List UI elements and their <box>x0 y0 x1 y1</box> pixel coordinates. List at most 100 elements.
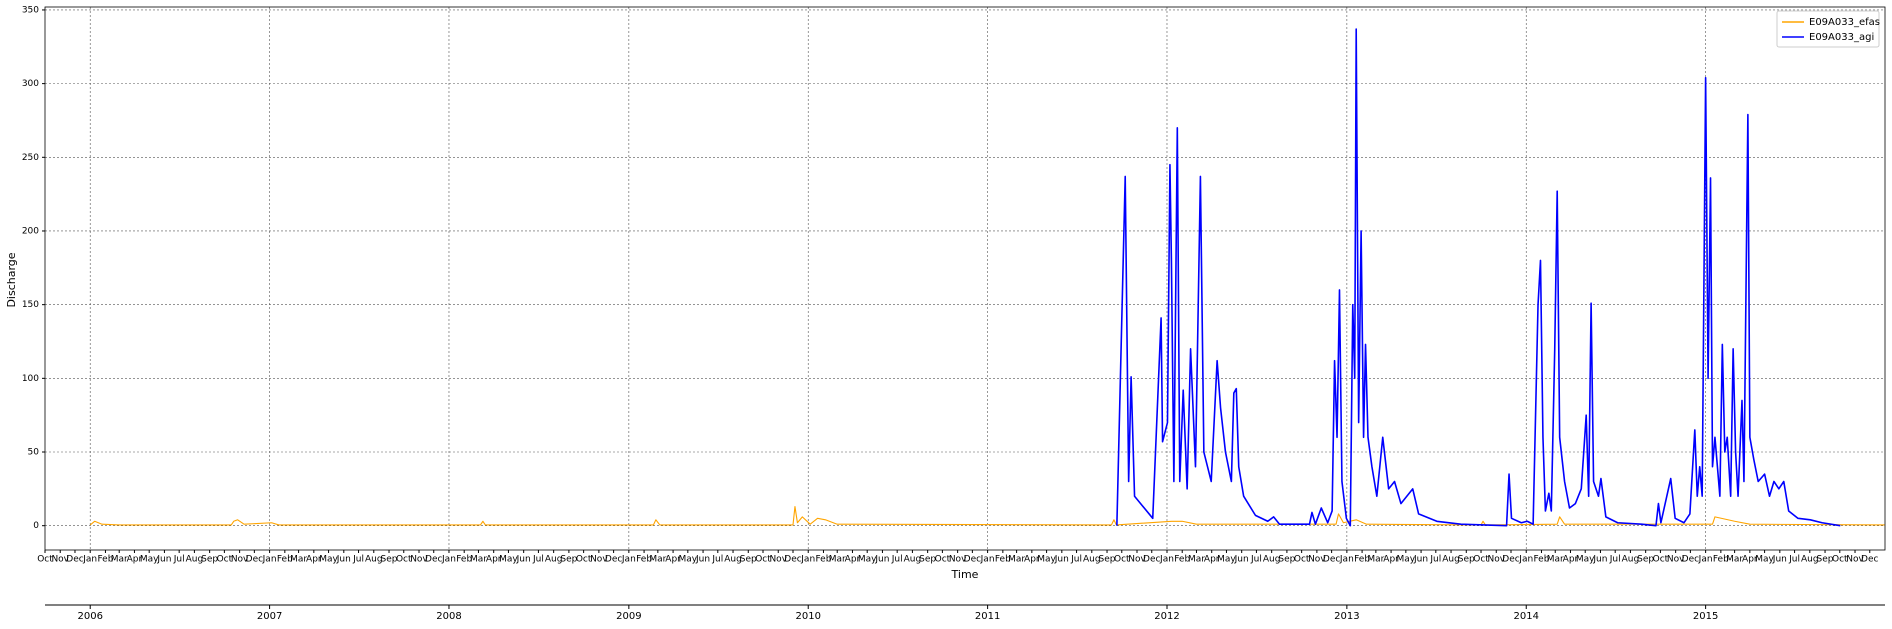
x-tick-label: Feb <box>636 555 652 565</box>
x-tick-label: Dec <box>1502 555 1519 565</box>
x-tick-label: Jun <box>516 555 531 565</box>
x-tick-label: Jun <box>695 555 710 565</box>
y-tick-label: 0 <box>33 521 39 531</box>
x-tick-label: Apr <box>306 555 322 565</box>
x-tick-label: Mar <box>470 555 487 565</box>
x-tick-label: Aug <box>545 555 563 565</box>
x-tick-label: Feb <box>97 555 113 565</box>
x-tick-label: Feb <box>1713 555 1729 565</box>
x-tick-label: Aug <box>1622 555 1640 565</box>
plot-frame <box>44 6 1886 551</box>
x-axis-label: Time <box>951 568 979 581</box>
x-tick-label: Feb <box>995 555 1011 565</box>
x-tick-label: Sep <box>919 555 936 565</box>
x-tick-label: Jun <box>874 555 889 565</box>
legend-label: E09A033_agi <box>1809 32 1874 43</box>
x2-tick-label: 2014 <box>1514 611 1539 622</box>
x-tick-label: Jan <box>621 555 636 565</box>
x-tick-label: Nov <box>1846 555 1864 565</box>
x-tick-label: Jul <box>173 555 185 565</box>
x-tick-label: Aug <box>1801 555 1819 565</box>
x-tick-label: Oct <box>217 555 233 565</box>
x-tick-label: Jun <box>336 555 351 565</box>
x-tick-label: Sep <box>1817 555 1834 565</box>
x-tick-label: Jun <box>1592 555 1607 565</box>
x2-tick-label: 2013 <box>1334 611 1359 622</box>
x-tick-label: Dec <box>1323 555 1340 565</box>
y-tick-label: 350 <box>22 5 39 15</box>
x-tick-label: Nov <box>410 555 428 565</box>
x-tick-label: Jul <box>1788 555 1800 565</box>
x-tick-label: Mar <box>1367 555 1384 565</box>
y-axis-label: Discharge <box>5 252 18 307</box>
x-tick-label: Apr <box>486 555 502 565</box>
x-tick-label: Oct <box>1114 555 1130 565</box>
x-tick-label: Apr <box>127 555 143 565</box>
x-tick-label: Jan <box>82 555 97 565</box>
x-tick-label: Sep <box>1099 555 1116 565</box>
x-tick-label: Dec <box>1682 555 1699 565</box>
x-tick-label: Oct <box>37 555 53 565</box>
x-tick-label: Dec <box>66 555 83 565</box>
x-tick-label: Jun <box>1054 555 1069 565</box>
x-tick-label: Nov <box>949 555 967 565</box>
legend-box <box>1776 10 1880 48</box>
x-tick-label: Mar <box>290 555 307 565</box>
x-tick-label: Mar <box>1008 555 1025 565</box>
x2-tick-label: 2009 <box>616 611 641 622</box>
x-tick-label: Apr <box>1204 555 1220 565</box>
x-tick-label: Jan <box>1698 555 1713 565</box>
x-tick-label: Nov <box>1308 555 1326 565</box>
x-tick-label: May <box>679 555 698 565</box>
y-tick-label: 200 <box>22 226 39 236</box>
x-tick-label: Nov <box>590 555 608 565</box>
x2-tick-label: 2007 <box>257 611 282 622</box>
x-tick-label: Jan <box>1339 555 1354 565</box>
x-tick-label: Feb <box>456 555 472 565</box>
x-tick-label: Jun <box>156 555 171 565</box>
x-tick-label: Dec <box>605 555 622 565</box>
x-tick-label: Mar <box>649 555 666 565</box>
x-tick-label: Jan <box>441 555 456 565</box>
x-tick-label: Aug <box>1442 555 1460 565</box>
x-tick-label: Jul <box>1070 555 1082 565</box>
x-tick-label: Nov <box>769 555 787 565</box>
x-tick-label: May <box>1755 555 1774 565</box>
x-tick-label: Aug <box>1263 555 1281 565</box>
x-tick-label: Mar <box>111 555 128 565</box>
series-line <box>1116 28 1841 527</box>
x-tick-label: Sep <box>740 555 757 565</box>
x-tick-label: Oct <box>576 555 592 565</box>
series-line <box>89 505 1885 526</box>
y-tick-label: 250 <box>22 153 39 163</box>
x-tick-label: Nov <box>1487 555 1505 565</box>
x-tick-label: Aug <box>186 555 204 565</box>
x-tick-label: Jul <box>1429 555 1441 565</box>
x-tick-label: May <box>319 555 338 565</box>
x-tick-label: Jan <box>1518 555 1533 565</box>
x-tick-label: Aug <box>724 555 742 565</box>
x2-tick-label: 2008 <box>436 611 461 622</box>
legend: E09A033_efas E09A033_agi <box>1776 10 1880 48</box>
x-tick-label: Jul <box>1609 555 1621 565</box>
x-tick-label: Feb <box>277 555 293 565</box>
x-tick-label: Jun <box>1772 555 1787 565</box>
x-tick-label: May <box>499 555 518 565</box>
x-tick-label: Sep <box>1278 555 1295 565</box>
x-tick-label: Jul <box>1250 555 1262 565</box>
x-tick-label: Jan <box>262 555 277 565</box>
x-tick-label: May <box>1037 555 1056 565</box>
x-tick-label: Sep <box>1458 555 1475 565</box>
x-tick-label: Jul <box>711 555 723 565</box>
x-tick-label: Nov <box>51 555 69 565</box>
x-tick-label: Dec <box>1143 555 1160 565</box>
x-tick-label: Dec <box>784 555 801 565</box>
x-tick-label: May <box>1217 555 1236 565</box>
legend-label: E09A033_efas <box>1809 17 1880 28</box>
y-tick-label: 50 <box>28 448 40 458</box>
x-tick-label: Sep <box>1637 555 1654 565</box>
x-tick-label: Nov <box>1128 555 1146 565</box>
x-tick-label: Oct <box>1294 555 1310 565</box>
x-tick-label: Mar <box>1547 555 1564 565</box>
x-tick-label: Apr <box>1742 555 1758 565</box>
